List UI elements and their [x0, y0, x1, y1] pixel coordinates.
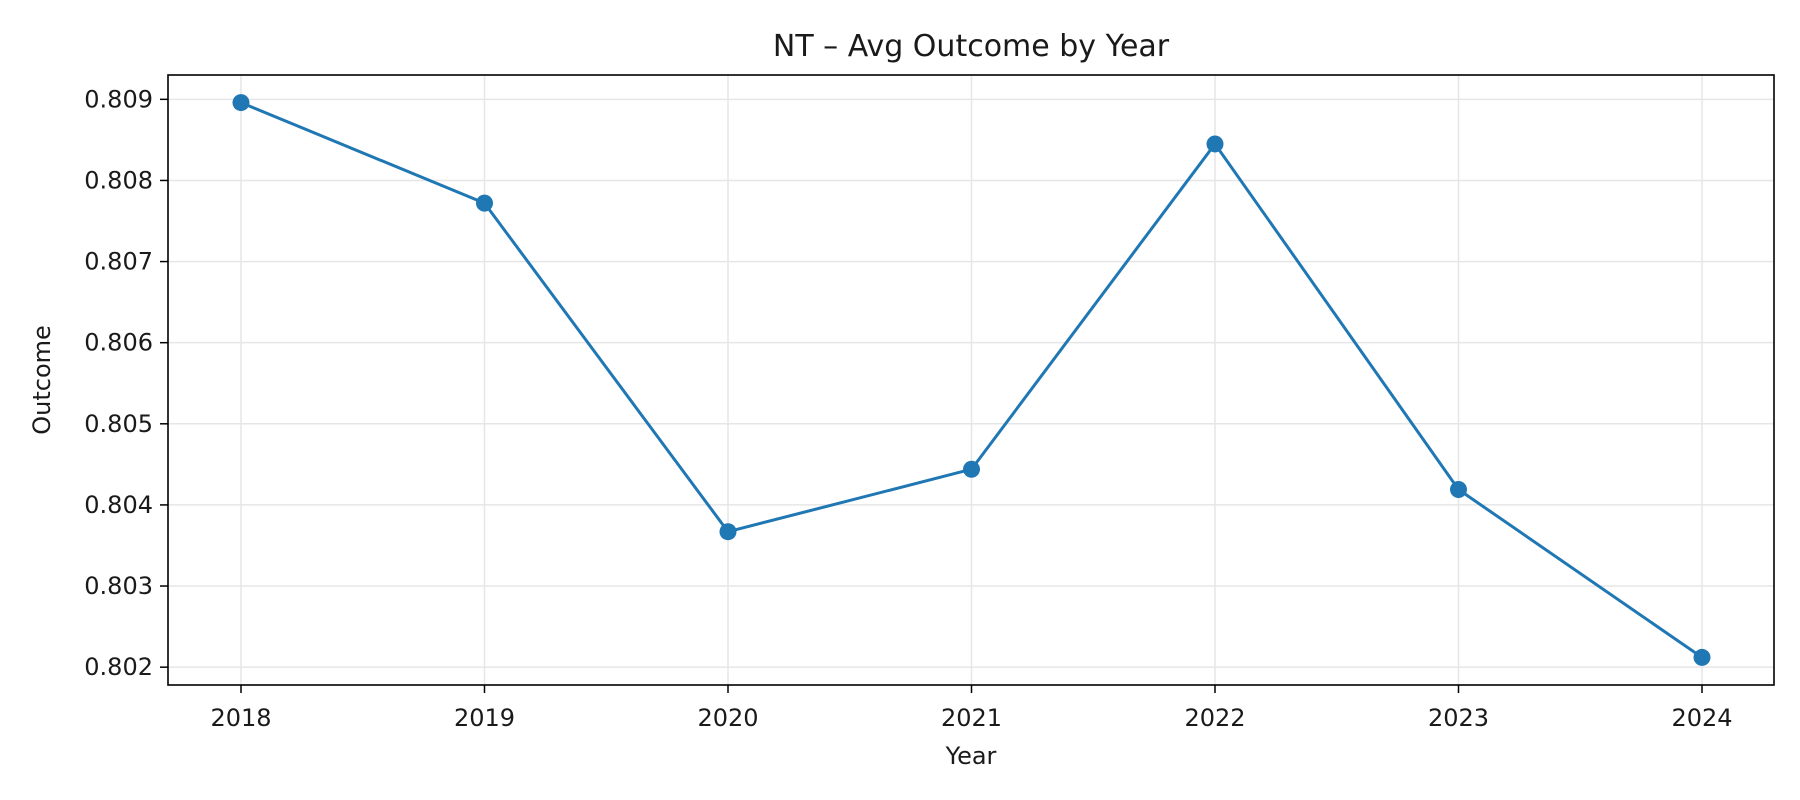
y-tick-label: 0.808: [84, 166, 153, 194]
plot-frame: [167, 74, 1775, 686]
data-point: [719, 523, 737, 541]
y-tick-label: 0.804: [84, 491, 153, 519]
x-tick-label: 2020: [697, 704, 758, 732]
chart-title: NT – Avg Outcome by Year: [773, 29, 1170, 64]
data-point: [1206, 135, 1224, 153]
y-tick-label: 0.806: [84, 329, 153, 357]
y-tick-label: 0.807: [84, 248, 153, 276]
x-axis-label: Year: [945, 742, 997, 770]
axis-ticks: 2018 2019 2020 2021 2022 2023 2024 0.802 0.803 0.…: [84, 85, 1732, 732]
y-axis-label: Outcome: [28, 325, 56, 435]
x-tick-label: 2022: [1184, 704, 1245, 732]
data-point: [1450, 481, 1467, 499]
y-tick-label: 0.809: [84, 85, 153, 113]
data-point: [476, 194, 493, 212]
grid: [168, 75, 1774, 685]
data-point: [963, 460, 980, 478]
x-tick-label: 2018: [210, 704, 271, 732]
y-tick-label: 0.803: [84, 572, 153, 600]
x-tick-label: 2021: [941, 704, 1002, 732]
data-point: [232, 94, 250, 112]
x-tick-label: 2019: [454, 704, 515, 732]
x-tick-label: 2023: [1428, 704, 1489, 732]
y-tick-label: 0.802: [84, 653, 153, 681]
x-tick-label: 2024: [1671, 704, 1732, 732]
data-point: [1693, 648, 1711, 666]
y-tick-label: 0.805: [84, 410, 153, 438]
series: [232, 94, 1711, 666]
